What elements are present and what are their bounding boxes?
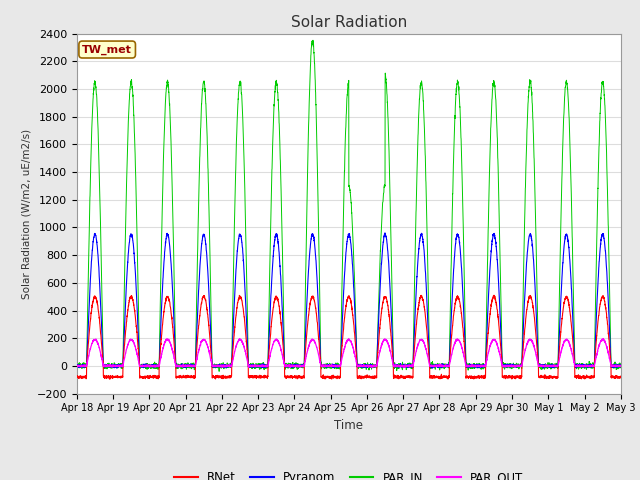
Text: TW_met: TW_met xyxy=(82,44,132,55)
Legend: RNet, Pyranom, PAR_IN, PAR_OUT: RNet, Pyranom, PAR_IN, PAR_OUT xyxy=(169,466,529,480)
Title: Solar Radiation: Solar Radiation xyxy=(291,15,407,30)
X-axis label: Time: Time xyxy=(334,419,364,432)
Y-axis label: Solar Radiation (W/m2, uE/m2/s): Solar Radiation (W/m2, uE/m2/s) xyxy=(21,129,31,299)
